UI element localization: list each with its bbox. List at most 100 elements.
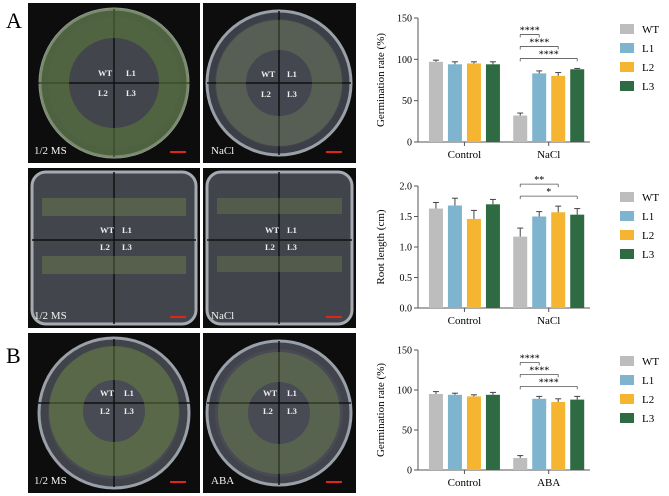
y-tick-label: 100 [397,386,412,397]
legend-swatch-l3 [620,81,634,91]
bar-wt-aba [513,458,528,470]
y-tick-label: 0.5 [400,273,413,284]
y-axis-label: Germination rate (%) [375,363,387,457]
legend-label-l2: L2 [642,394,654,406]
legend-swatch-l3 [620,413,634,423]
petri-dish-image [205,170,354,326]
x-tick-label: NaCl [537,149,560,161]
legend-swatch-l2 [620,394,634,404]
quadrant-label-l2: L2 [98,88,108,98]
y-tick-label: 0 [407,466,412,477]
plate-photo-3: WT L1 L2 L3 1/2 MS [28,168,200,328]
treatment-label: NaCl [211,310,235,322]
significance-label: * [546,187,551,198]
bar-l3-aba [570,399,585,470]
quadrant-label-wt: WT [100,225,115,235]
legend-label-wt: WT [642,24,659,36]
significance-label: **** [520,25,540,36]
y-tick-label: 150 [397,346,412,357]
legend-label-wt: WT [642,356,659,368]
bar-wt-control [428,394,443,470]
y-axis-label: Germination rate (%) [375,33,387,127]
treatment-label: 1/2 MS [34,310,67,322]
legend-label-l1: L1 [642,211,654,223]
plate-photo-6: WT L1 L2 L3 ABA [203,333,356,493]
quadrant-label-l3: L3 [287,242,297,252]
quadrant-label-wt: WT [261,69,276,79]
plate-photo-1: WT L1 L2 L3 1/2 MS [28,3,200,163]
treatment-label: NaCl [211,145,235,157]
quadrant-label-l3: L3 [126,88,136,98]
legend-label-l2: L2 [642,230,654,242]
legend-swatch-wt [620,356,634,366]
x-tick-label: Control [448,477,482,489]
bar-l2-control [466,218,481,308]
bar-wt-control [428,208,443,308]
legend-label-l1: L1 [642,43,654,55]
quadrant-label-l3: L3 [287,89,297,99]
quadrant-label-l2: L2 [265,242,275,252]
legend-label-l2: L2 [642,62,654,74]
quadrant-label-l3: L3 [124,406,134,416]
significance-label: **** [529,37,549,48]
panel-letter-b: B [6,343,21,368]
quadrant-label-l2: L2 [100,406,110,416]
bar-l2-nacl [551,212,566,308]
legend-swatch-l1 [620,211,634,221]
legend-label-l3: L3 [642,249,655,261]
quadrant-label-l1: L1 [124,388,134,398]
bar-l1-control [447,64,462,142]
legend-label-l3: L3 [642,81,655,93]
legend-swatch-wt [620,24,634,34]
y-tick-label: 2.0 [400,182,413,193]
panel-letter-a: A [6,8,22,33]
significance-label: **** [529,365,549,376]
legend-label-l1: L1 [642,375,654,387]
legend-label-wt: WT [642,192,659,204]
legend-swatch-l2 [620,230,634,240]
x-tick-label: Control [448,149,482,161]
petri-dish-image [36,336,192,490]
bar-l1-control [447,205,462,308]
quadrant-label-wt: WT [100,388,115,398]
bar-l2-aba [551,402,566,470]
plate-photo-2: WT L1 L2 L3 NaCl [203,3,356,163]
germination-aba-chart: Germination rate (%) 0 50 100 150 Control ABA *… [375,346,659,490]
bar-l3-nacl [570,214,585,308]
significance-label: ** [534,176,544,186]
germination-nacl-chart: Germination rate (%) 0 50 100 150 Control NaCl… [375,14,659,162]
y-tick-label: 100 [397,55,412,66]
legend-label-l3: L3 [642,413,655,425]
y-tick-label: 0.0 [400,304,413,315]
legend-swatch-l1 [620,43,634,53]
quadrant-label-wt: WT [263,388,278,398]
bar-wt-nacl [513,236,528,308]
legend-swatch-l1 [620,375,634,385]
legend-swatch-l2 [620,62,634,72]
y-tick-label: 1.0 [400,243,413,254]
bar-l1-nacl [532,73,547,142]
treatment-label: ABA [211,475,235,487]
y-tick-label: 150 [397,14,412,25]
significance-label: **** [539,49,559,60]
plate-photo-4: WT L1 L2 L3 NaCl [203,168,356,328]
scale-bar [170,151,186,153]
x-tick-label: Control [448,315,482,327]
quadrant-label-l2: L2 [263,406,273,416]
petri-dish-image [30,170,198,326]
quadrant-label-l2: L2 [261,89,271,99]
scale-bar [326,151,342,153]
quadrant-label-l1: L1 [287,388,297,398]
quadrant-label-l3: L3 [287,406,297,416]
bar-wt-nacl [513,115,528,142]
quadrant-label-l3: L3 [122,242,132,252]
y-tick-label: 1.5 [400,212,413,223]
y-tick-label: 0 [407,138,412,149]
petri-dish-image [205,339,353,487]
x-tick-label: NaCl [537,315,560,327]
quadrant-label-l1: L1 [287,225,297,235]
petri-dish-image [36,7,192,159]
legend-swatch-wt [620,192,634,202]
bar-l1-aba [532,398,547,470]
significance-label: **** [520,353,540,364]
